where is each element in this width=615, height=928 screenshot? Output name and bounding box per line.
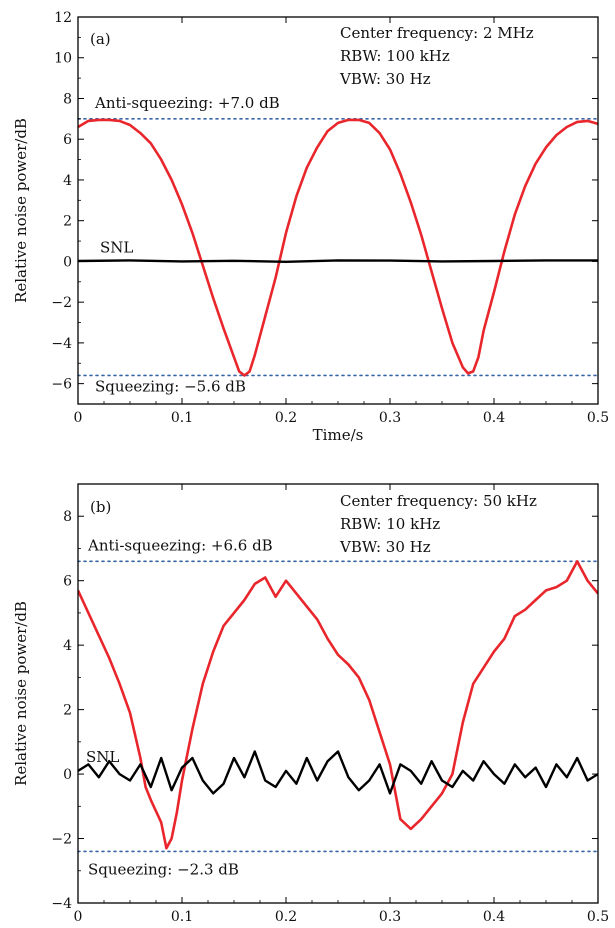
y-tick-label: 8 — [63, 91, 72, 107]
x-tick-label: 0.3 — [379, 909, 401, 925]
panel-label: (b) — [90, 498, 111, 516]
squeezing-label: Squeezing: −2.3 dB — [88, 860, 239, 878]
y-tick-label: 8 — [63, 509, 72, 525]
x-tick-label: 0.5 — [587, 410, 609, 426]
plot-frame — [77, 16, 599, 405]
snl-label: SNL — [86, 748, 119, 766]
measurement-info-line: RBW: 100 kHz — [340, 47, 450, 65]
x-tick-label: 0.2 — [275, 909, 297, 925]
anti-squeezing-label: Anti-squeezing: +7.0 dB — [94, 94, 280, 112]
snl-trace — [78, 259, 598, 263]
measurement-info-line: VBW: 30 Hz — [339, 70, 431, 88]
measurement-info-line: VBW: 30 Hz — [339, 538, 431, 556]
x-tick-label: 0.1 — [171, 410, 193, 426]
y-tick-label: 0 — [63, 767, 72, 783]
chart-panel-b: 0 0.1 0.2 0.3 0.4 0.5 −4 −2 0 2 4 6 8 Time/s Relative … — [12, 483, 609, 928]
y-tick-label: −4 — [51, 896, 72, 912]
y-tick-label: 4 — [63, 173, 72, 189]
x-tick-label: 0.4 — [483, 410, 505, 426]
x-tick-label: 0.2 — [275, 410, 297, 426]
y-tick-label: −4 — [51, 336, 72, 352]
y-tick-label: −6 — [51, 377, 72, 393]
y-tick-label: 4 — [63, 638, 72, 654]
y-tick-label: −2 — [51, 832, 72, 848]
x-axis-label: Time/s — [313, 925, 364, 928]
snl-label: SNL — [100, 238, 133, 256]
snl-trace — [78, 750, 598, 795]
y-tick-label: 2 — [63, 214, 72, 230]
noise-power-trace — [78, 560, 598, 850]
noise-power-trace — [78, 118, 598, 377]
y-axis-label: Relative noise power/dB — [12, 118, 30, 303]
measurement-info-line: Center frequency: 2 MHz — [340, 24, 534, 42]
x-axis-label: Time/s — [313, 426, 364, 444]
y-tick-label: 6 — [63, 574, 72, 590]
chart-panel-a: 0 0.1 0.2 0.3 0.4 0.5 −6 −4 −2 0 2 4 6 8 10 12 Time/s Rel… — [12, 10, 609, 444]
y-tick-label: 12 — [54, 10, 72, 26]
y-tick-label: 2 — [63, 703, 72, 719]
y-tick-label: −2 — [51, 295, 72, 311]
x-tick-label: 0.3 — [379, 410, 401, 426]
x-tick-label: 0 — [74, 410, 83, 426]
x-tick-label: 0.4 — [483, 909, 505, 925]
y-tick-label: 6 — [63, 132, 72, 148]
squeezing-label: Squeezing: −5.6 dB — [95, 377, 246, 395]
x-tick-label: 0.1 — [171, 909, 193, 925]
y-axis-label: Relative noise power/dB — [12, 601, 30, 786]
y-tick-label: 0 — [63, 254, 72, 270]
anti-squeezing-label: Anti-squeezing: +6.6 dB — [87, 536, 273, 554]
measurement-info-line: RBW: 10 kHz — [340, 515, 440, 533]
x-tick-label: 0 — [74, 909, 83, 925]
measurement-info-line: Center frequency: 50 kHz — [340, 492, 537, 510]
panel-label: (a) — [90, 30, 111, 48]
y-tick-label: 10 — [54, 51, 72, 67]
x-tick-label: 0.5 — [587, 909, 609, 925]
